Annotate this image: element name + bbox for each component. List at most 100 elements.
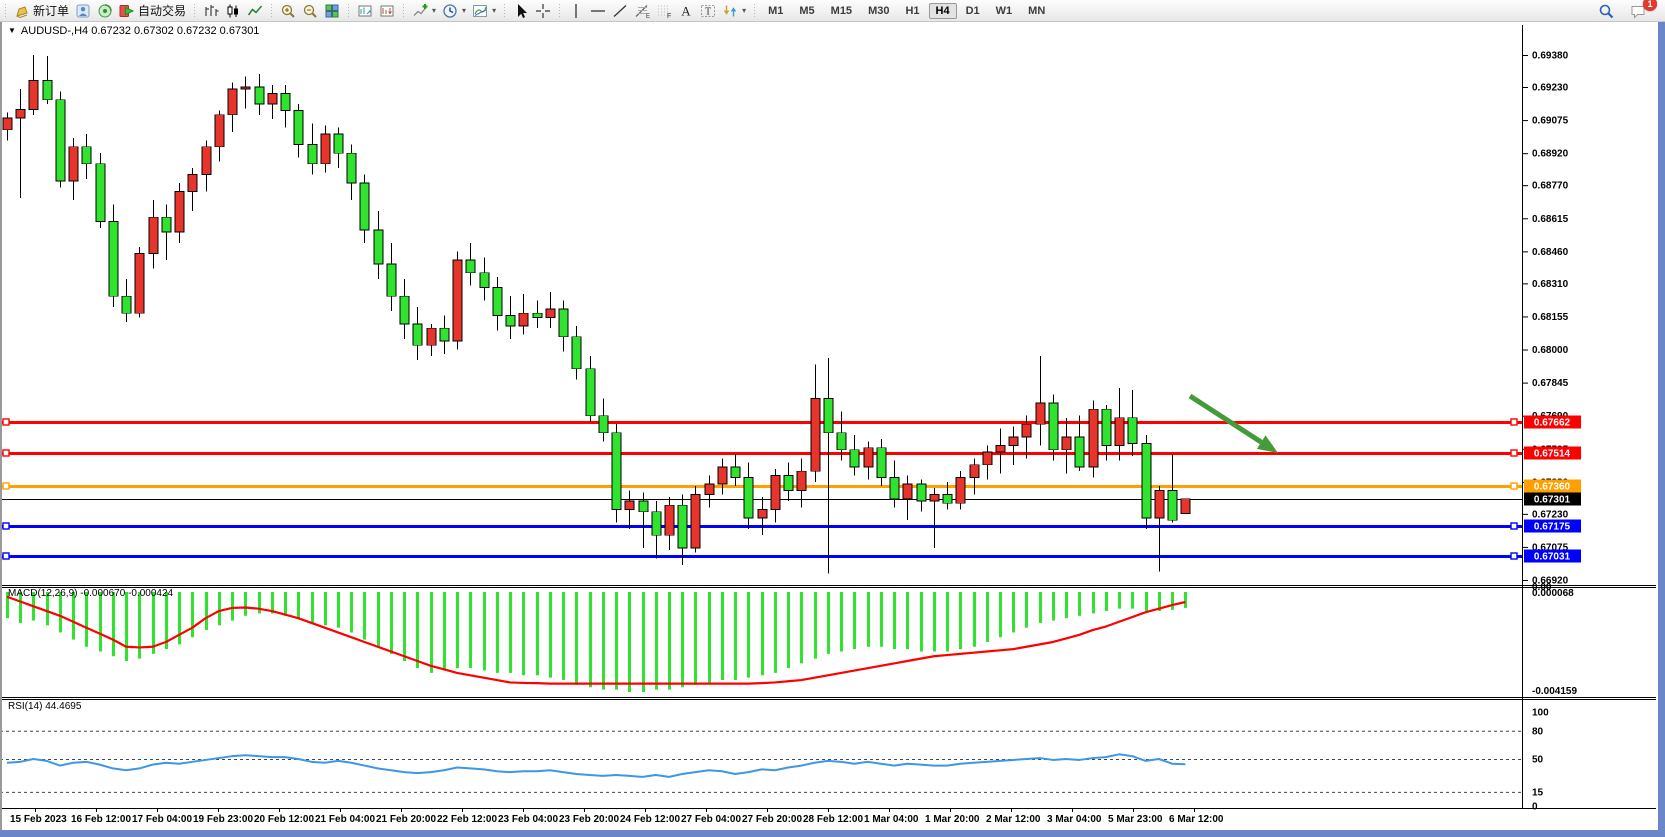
timeframe-w1-button[interactable]: W1 — [995, 4, 1013, 17]
bar-chart-button[interactable] — [200, 1, 222, 20]
tile-windows-button[interactable] — [321, 1, 343, 20]
add-indicator-button[interactable]: ▾ — [409, 1, 439, 20]
window-bottom-border[interactable] — [0, 830, 1665, 837]
timeframe-m1-button[interactable]: M1 — [768, 4, 784, 17]
line-handle[interactable] — [2, 552, 10, 560]
horizontal-line-button[interactable] — [587, 1, 609, 20]
timeframe-h1-button[interactable]: H1 — [905, 4, 920, 17]
cursor-button[interactable] — [510, 1, 532, 20]
crosshair-button[interactable] — [532, 1, 554, 20]
line-handle[interactable] — [1510, 552, 1518, 560]
notification-badge: 1 — [1643, 0, 1657, 11]
line-handle[interactable] — [1510, 418, 1518, 426]
vertical-line-button-icon — [575, 3, 577, 18]
candle-body — [1154, 489, 1165, 519]
line-handle[interactable] — [1510, 522, 1518, 530]
candle-body — [1180, 498, 1191, 514]
candle-body — [227, 88, 238, 116]
price-flag-label: 0.67031 — [1534, 552, 1571, 563]
trendline-button-icon — [613, 4, 627, 17]
candle-body — [346, 152, 357, 184]
svg-text:E: E — [646, 14, 650, 19]
line-handle[interactable] — [2, 418, 10, 426]
candle-body — [95, 163, 106, 222]
arrows-button-icon — [723, 5, 737, 16]
candle-body — [280, 93, 291, 111]
profile-button[interactable] — [72, 1, 94, 20]
dropdown-arrow-icon[interactable]: ▾ — [742, 6, 747, 15]
timeframe-h4-button[interactable]: H4 — [928, 2, 957, 19]
candle-body — [399, 295, 410, 325]
template-button[interactable]: ▾ — [469, 1, 499, 20]
price-axis: 0.69380 0.69230 0.69075 0.68920 0.68770 0.686… — [1523, 51, 1581, 587]
candle-body — [518, 312, 529, 327]
vertical-line-button[interactable] — [565, 1, 587, 20]
price-tick-label: 0.68310 — [1532, 279, 1569, 290]
time-axis: 15 Feb 2023 16 Feb 12:00 17 Feb 04:00 19 Fe… — [10, 809, 1224, 825]
timeframe-mn-button[interactable]: MN — [1028, 4, 1046, 17]
candle-body — [1141, 443, 1152, 519]
time-tick-label: 27 Feb 04:00 — [681, 814, 741, 825]
line-handle[interactable] — [1510, 449, 1518, 457]
candle-body — [624, 500, 635, 510]
zoom-in-button[interactable] — [277, 1, 299, 20]
trend-arrow[interactable] — [1188, 393, 1278, 453]
time-tick-label: 22 Feb 12:00 — [437, 814, 497, 825]
zoom-out-button[interactable] — [299, 1, 321, 20]
auto-scroll-button[interactable] — [354, 1, 376, 20]
candle-body — [929, 494, 940, 502]
candle-body — [267, 93, 278, 105]
new-order-button-icon — [16, 5, 28, 18]
candle-body — [505, 314, 516, 327]
line-handle[interactable] — [1510, 482, 1518, 490]
period-button[interactable]: ▾ — [439, 1, 469, 20]
chart-shift-button[interactable] — [376, 1, 398, 20]
channel-button[interactable]: F — [653, 1, 675, 20]
trendline-button[interactable] — [609, 1, 631, 20]
zoom-in-button-icon — [281, 4, 295, 18]
candle-body — [373, 229, 384, 265]
timeframe-m5-button[interactable]: M5 — [799, 4, 815, 17]
arrows-button[interactable]: ▾ — [719, 1, 749, 20]
notifications-button[interactable]: 1 — [1627, 0, 1657, 20]
window-right-border[interactable] — [1658, 22, 1665, 837]
fibonacci-button-icon: E — [635, 4, 650, 19]
line-handle[interactable] — [2, 482, 10, 490]
candle-body — [320, 133, 331, 165]
window-left-border — [0, 22, 2, 837]
svg-text:A: A — [681, 3, 691, 18]
timeframe-d1-button[interactable]: D1 — [965, 4, 980, 17]
line-handle[interactable] — [2, 522, 10, 530]
svg-text:F: F — [667, 13, 671, 19]
candle-body — [201, 146, 212, 175]
text-button-icon: A — [681, 3, 691, 18]
time-tick-label: 27 Feb 20:00 — [742, 814, 802, 825]
fibonacci-button[interactable]: E — [631, 1, 653, 20]
candle-body — [677, 504, 688, 549]
candle-body — [187, 174, 198, 192]
search-button[interactable] — [1595, 1, 1617, 20]
candle-body — [849, 449, 860, 468]
new-order-button[interactable]: 新订单 — [11, 1, 72, 20]
dropdown-arrow-icon[interactable]: ▾ — [462, 6, 467, 15]
candlestick-chart-button[interactable] — [222, 1, 244, 20]
timeframe-m30-button[interactable]: M30 — [868, 4, 890, 17]
auto-trading-button[interactable]: 自动交易 — [116, 1, 189, 20]
line-chart-button[interactable] — [244, 1, 266, 20]
timeframe-m15-button[interactable]: M15 — [830, 4, 853, 17]
chart-menu-triangle-icon[interactable]: ▼ — [8, 26, 16, 35]
auto-trading-button-icon — [119, 4, 135, 17]
candle-body — [863, 447, 874, 468]
signals-icon[interactable] — [94, 1, 116, 20]
new-order-button-label: 新订单 — [33, 4, 70, 18]
candle-body — [426, 327, 437, 346]
arrow-head-icon — [1256, 435, 1278, 453]
label-button[interactable]: T — [697, 1, 719, 20]
line-handle[interactable] — [2, 449, 10, 457]
dropdown-arrow-icon[interactable]: ▾ — [432, 6, 437, 15]
price-tick-label: 0.68770 — [1532, 181, 1569, 192]
time-tick-label: 2 Mar 12:00 — [986, 814, 1041, 825]
text-button[interactable]: A — [675, 1, 697, 20]
toolbar-grip — [502, 3, 508, 18]
dropdown-arrow-icon[interactable]: ▾ — [492, 6, 497, 15]
